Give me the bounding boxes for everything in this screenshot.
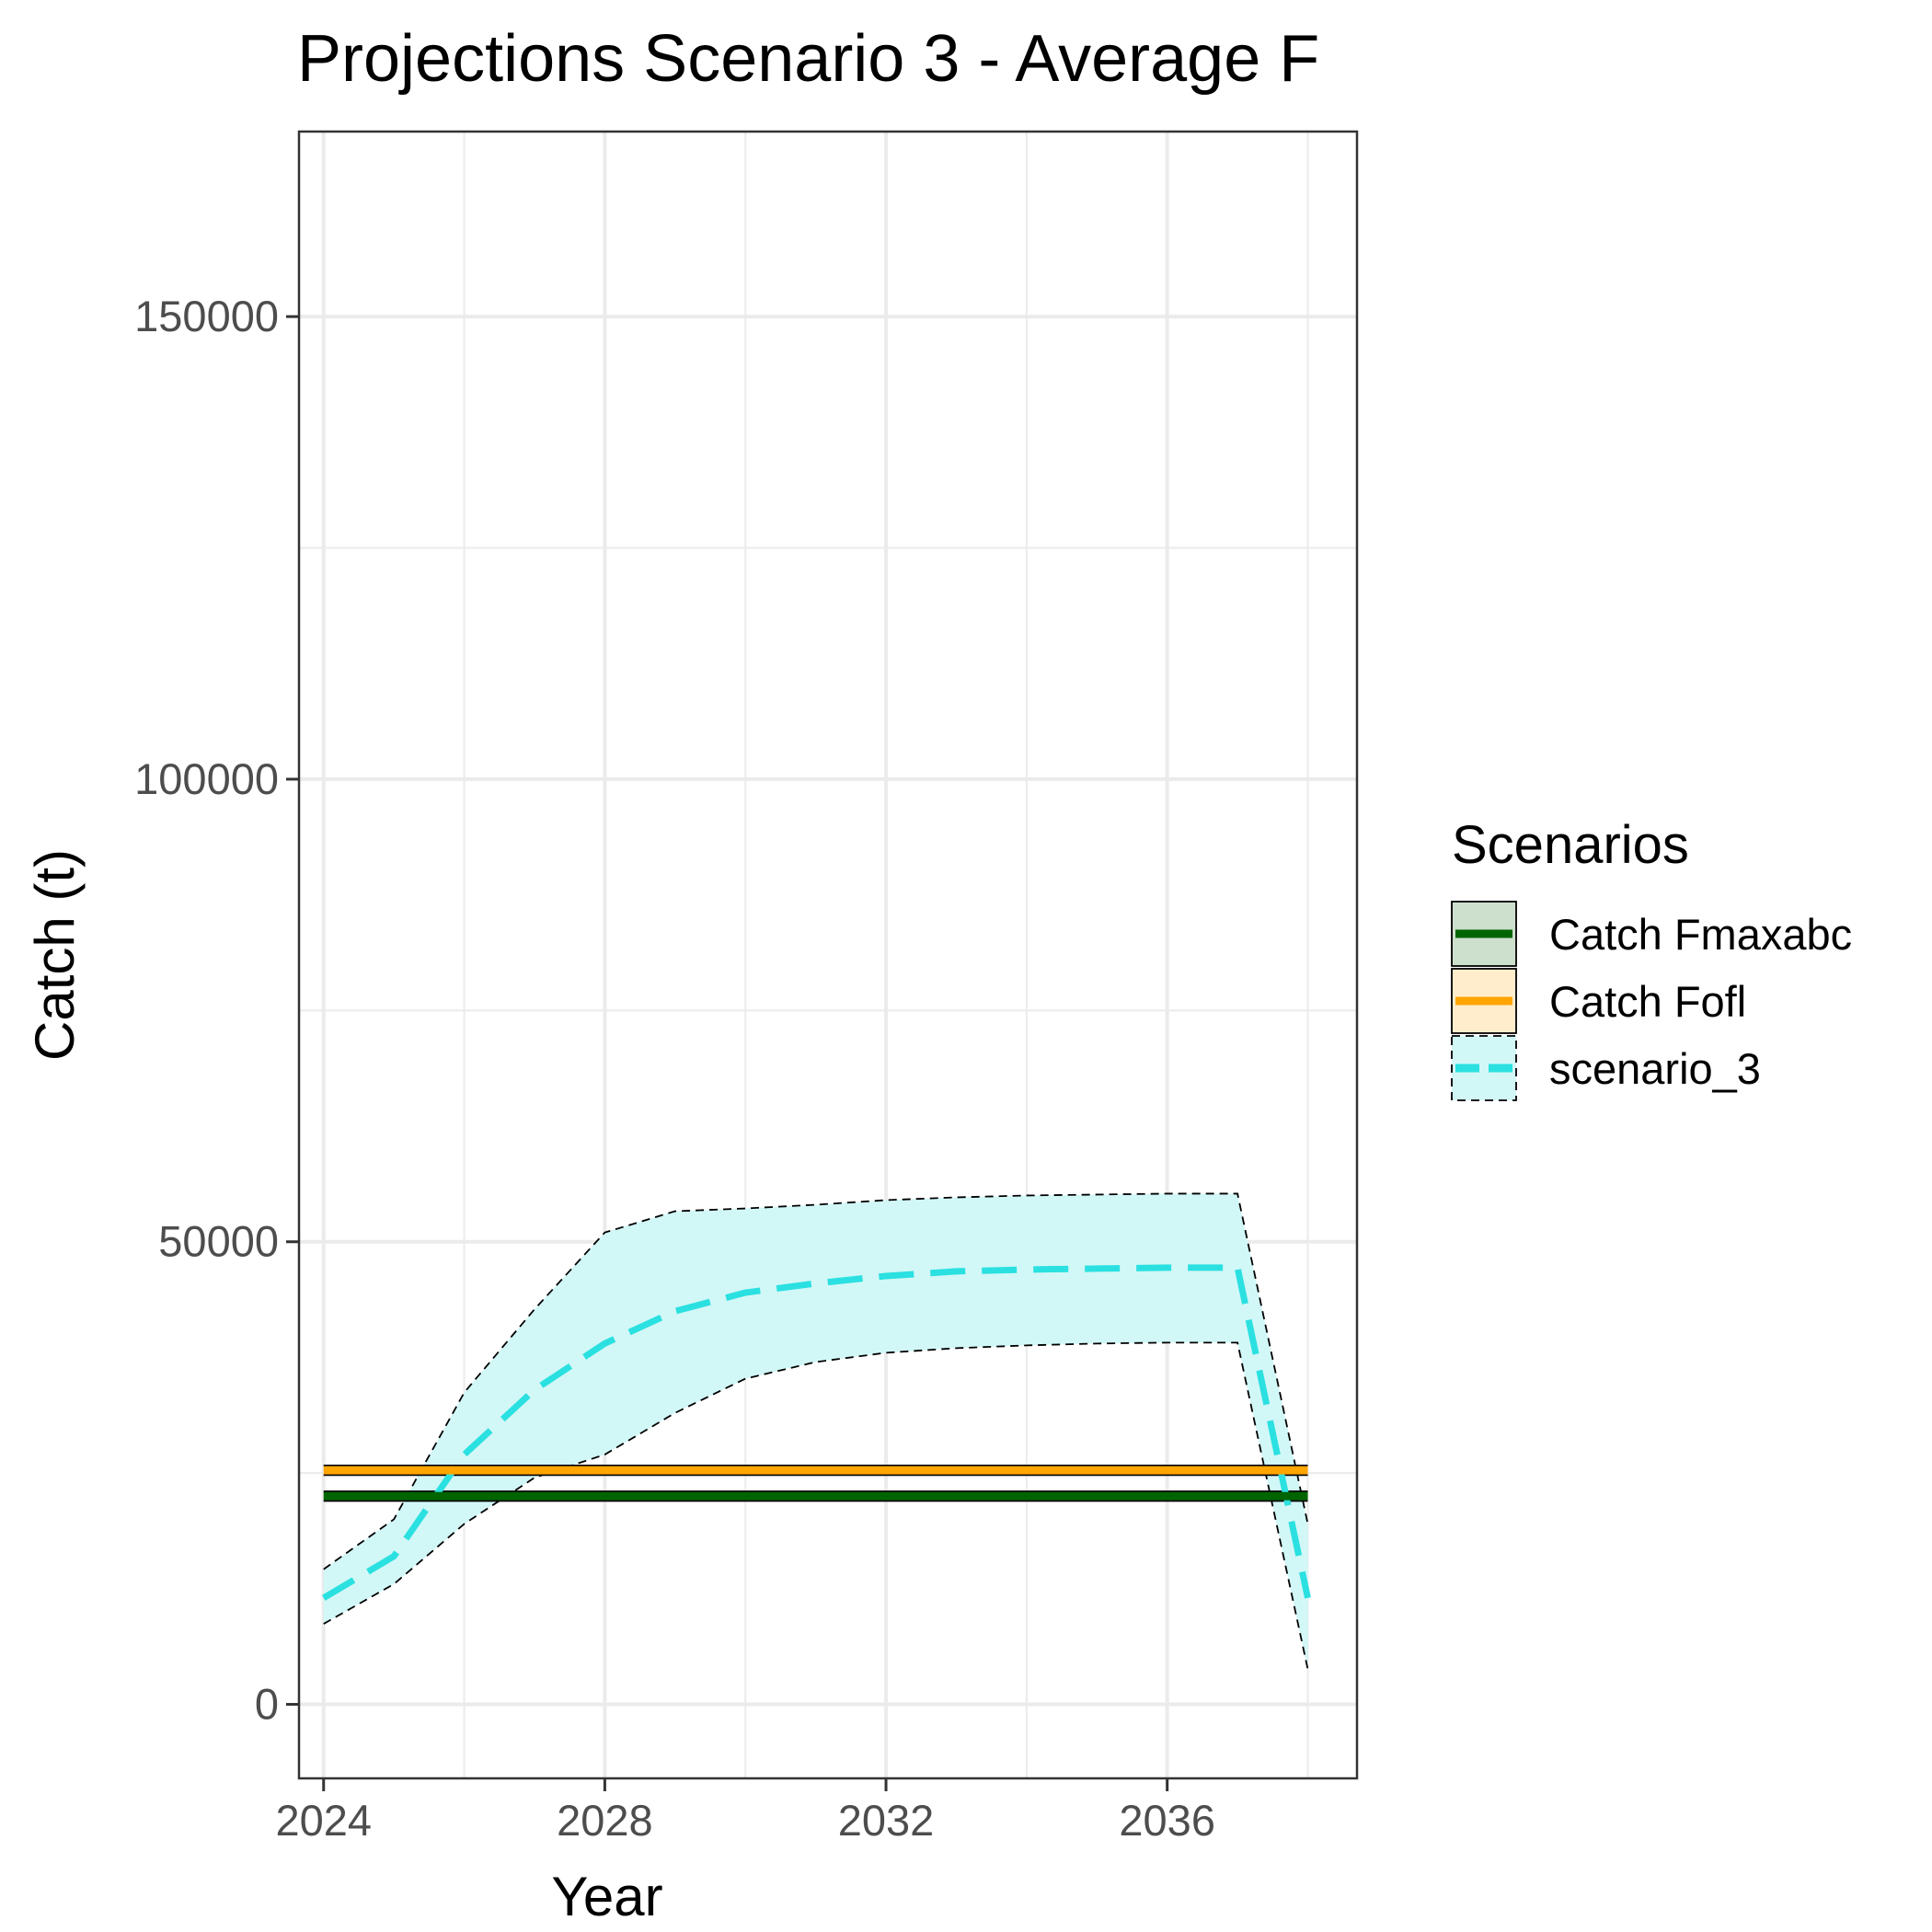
scenario-3-band-upper — [323, 1192, 1309, 1570]
y-tick-label: 50000 — [158, 1217, 279, 1266]
x-tick-label: 2036 — [1119, 1796, 1215, 1845]
legend-title: Scenarios — [1452, 815, 1689, 875]
y-tick-label: 100000 — [134, 754, 279, 803]
series-lines — [321, 1264, 1311, 1601]
y-axis-title: Catch (t) — [24, 849, 86, 1061]
x-tick-label: 2028 — [557, 1796, 653, 1845]
scenario-3-legend-label: scenario_3 — [1549, 1044, 1761, 1093]
y-tick-label: 150000 — [134, 292, 279, 340]
legend-entries: Catch Fmaxabc Catch Fofl scenario_3 — [1451, 901, 1852, 1101]
catch-fofl-legend-label: Catch Fofl — [1549, 977, 1746, 1026]
chart-title: Projections Scenario 3 - Average F — [297, 22, 1319, 96]
y-tick-label: 0 — [255, 1680, 279, 1729]
catch-fmaxabc-legend-label: Catch Fmaxabc — [1549, 910, 1852, 959]
scenario-3-band-lower — [323, 1341, 1309, 1670]
scenario-3-band — [323, 1193, 1308, 1670]
panel-border — [297, 130, 1359, 1780]
x-tick-label: 2024 — [275, 1796, 372, 1845]
scenario-3-line — [321, 1264, 1311, 1601]
y-axis: 0 50000 100000 150000 — [134, 292, 299, 1729]
plot-panel — [297, 130, 1359, 1780]
x-tick-label: 2032 — [838, 1796, 935, 1845]
plot-background — [299, 132, 1357, 1778]
x-axis: 2024 2028 2032 2036 — [275, 1778, 1215, 1845]
legend: Scenarios Catch Fmaxabc Catch Fofl scenari… — [1451, 815, 1852, 1101]
x-axis-title: Year — [551, 1866, 662, 1927]
